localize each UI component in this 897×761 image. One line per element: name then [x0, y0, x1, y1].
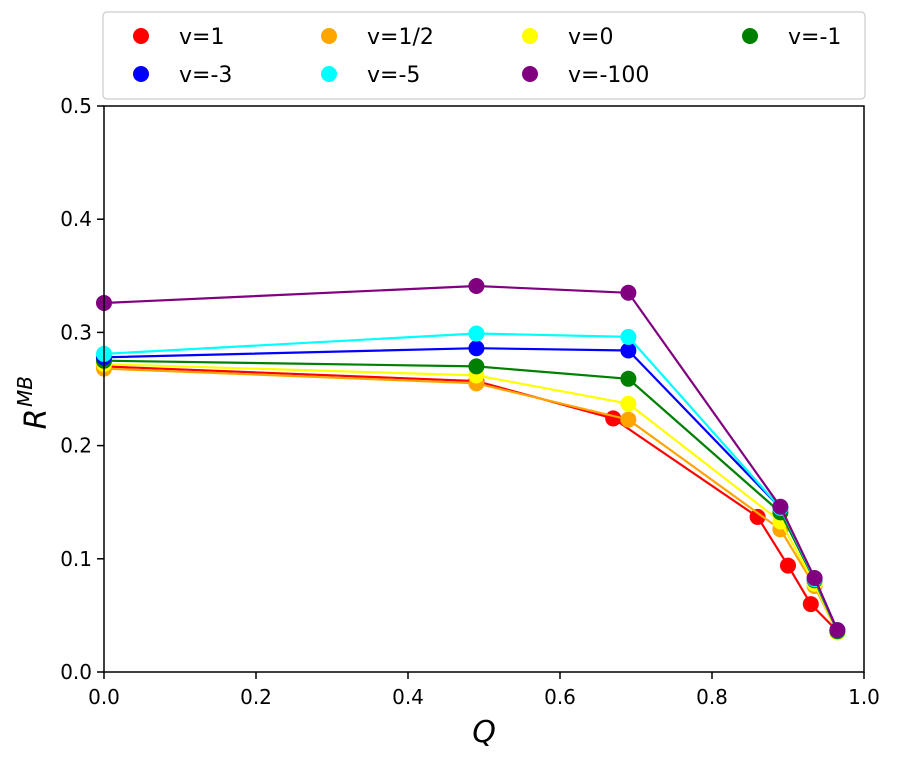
legend-label: v=-5 — [367, 63, 420, 88]
legend-item-v=1: v=1 — [133, 25, 224, 50]
series-line-v=-100 — [103, 284, 839, 631]
data-point-v=1/2-2 — [620, 411, 637, 428]
legend-marker — [742, 28, 758, 44]
legend-item-v=-3: v=-3 — [133, 63, 232, 88]
y-axis-label: R MB — [13, 376, 54, 429]
series-v=1 — [96, 358, 846, 640]
legend-label: v=-1 — [788, 25, 841, 50]
x-tick-label: 0.8 — [696, 685, 728, 709]
legend-item-v=-100: v=-100 — [522, 63, 649, 88]
plot-frame — [103, 105, 865, 673]
series-line-v=1/2 — [103, 367, 839, 633]
legend-label: v=0 — [568, 25, 613, 50]
data-point-v=-1-2 — [620, 370, 637, 387]
x-tick-label: 0.6 — [544, 685, 576, 709]
series-v=-100 — [96, 277, 846, 639]
series-v=0 — [96, 356, 846, 641]
series-layer — [96, 277, 846, 641]
y-tick-label: 0.5 — [60, 94, 92, 118]
legend-item-v=-5: v=-5 — [321, 63, 420, 88]
data-point-v=1-4 — [780, 557, 796, 574]
x-tick-label: 0.0 — [88, 685, 120, 709]
legend-item-v=-1: v=-1 — [742, 25, 841, 50]
legend-marker — [133, 66, 149, 82]
legend-marker — [522, 66, 538, 82]
y-tick-label: 0.4 — [60, 207, 92, 231]
x-tick-label: 0.4 — [392, 685, 424, 709]
series-line-v=1 — [103, 365, 839, 632]
y-tick-label: 0.1 — [60, 547, 92, 571]
data-point-v=-5-2 — [620, 328, 637, 345]
y-axis-ticks: 0.0 0.1 0.2 0.3 0.4 0.5 — [60, 94, 104, 684]
data-point-v=0-2 — [620, 395, 637, 412]
legend-item-v=1/2: v=1/2 — [321, 25, 434, 50]
legend-label: v=-100 — [568, 63, 649, 88]
x-axis-ticks: 0.0 0.2 0.4 0.6 0.8 1.0 — [88, 672, 880, 709]
x-tick-label: 1.0 — [848, 685, 880, 709]
data-point-v=-100-2 — [620, 284, 637, 301]
legend-marker — [321, 66, 337, 82]
data-point-v=-100-1 — [468, 277, 485, 294]
y-axis-label-superscript: MB — [13, 376, 37, 407]
legend-box — [102, 11, 866, 100]
data-point-v=-100-5 — [829, 622, 846, 639]
y-tick-label: 0.2 — [60, 434, 92, 458]
y-tick-label: 0.3 — [60, 320, 92, 344]
legend-marker — [522, 28, 538, 44]
x-tick-label: 0.2 — [240, 685, 272, 709]
legend-item-v=0: v=0 — [522, 25, 613, 50]
data-point-v=1-3 — [749, 508, 766, 525]
data-point-v=1-5 — [802, 596, 819, 613]
legend-label: v=1 — [179, 25, 224, 50]
data-point-v=-3-1 — [468, 340, 485, 357]
data-point-v=-100-3 — [772, 498, 789, 515]
x-axis-label: Q — [472, 715, 496, 750]
data-point-v=-1-1 — [468, 358, 485, 375]
legend-marker — [321, 28, 337, 44]
data-point-v=-3-2 — [620, 342, 637, 359]
legend-label: v=1/2 — [367, 25, 434, 50]
y-axis-label-main: R — [19, 409, 54, 430]
series-line-v=0 — [103, 363, 839, 633]
data-point-v=-100-4 — [806, 570, 823, 587]
y-tick-label: 0.0 — [60, 660, 92, 684]
legend-marker — [133, 28, 149, 44]
series-line-v=-3 — [103, 347, 839, 631]
data-point-v=-5-1 — [468, 325, 485, 342]
legend: v=1 v=1/2 v=0 v=-1 v=-3 v=-5 v=-100 — [102, 11, 866, 100]
legend-label: v=-3 — [179, 63, 232, 88]
